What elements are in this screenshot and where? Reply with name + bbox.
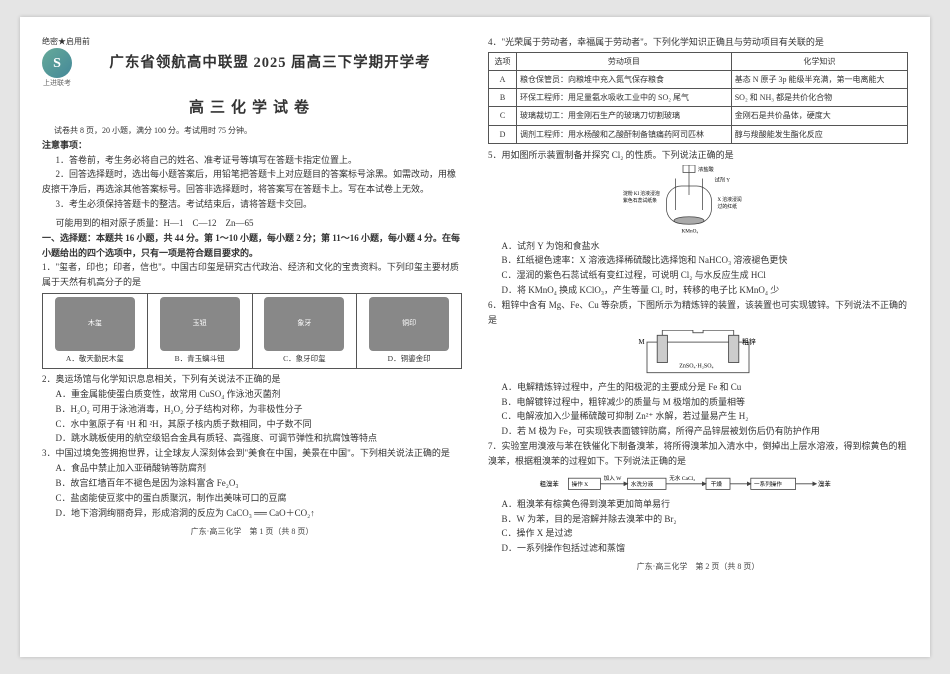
q3-opt-c: C．盐卤能使豆浆中的蛋白质聚沉，制作出美味可口的豆腐 [42,491,462,506]
svg-text:溴苯: 溴苯 [818,479,831,488]
logo-icon: S [42,48,72,78]
q2-stem: 2．奥运场馆与化学知识息息相关，下列有关说法不正确的是 [42,372,462,387]
notice-header: 注意事项： [42,138,462,153]
q1-stem: 1．"玺者，印也；印者，信也"。中国古印玺是研究古代政治、经济和文化的宝贵资料。… [42,260,462,290]
page-2-footer: 广东·高三化学 第 2 页（共 8 页） [488,560,908,573]
svg-text:浓盐酸: 浓盐酸 [698,165,715,173]
q1-figure-row: 木玺 A．敬天勤民木玺 玉钮 B．青玉螭斗钮 象牙 C．象牙印玺 铜印 D．铜鎏… [42,293,462,369]
svg-text:粗溴苯: 粗溴苯 [540,479,560,488]
seal-caption: D．铜鎏金印 [388,353,431,365]
secret-label: 绝密★启用前 [42,35,462,48]
q3-opt-b: B．故宫红墙百年不褪色是因为涂料富含 Fe₂O₃ [42,476,462,491]
q5-stem: 5．用如图所示装置制备并探究 Cl₂ 的性质。下列说法正确的是 [488,148,908,163]
q4-th: 选项 [489,52,517,70]
notice-3: 3．考生必须保持答题卡的整洁。考试结束后，请将答题卡交回。 [42,197,462,212]
q7-opt-d: D．一系列操作包括过滤和蒸馏 [488,541,908,556]
table-row: C玻璃裁切工：用金刚石生产的玻璃刀切割玻璃金刚石是共价晶体，硬度大 [489,107,908,125]
notice-1: 1．答卷前，考生务必将自己的姓名、准考证号等填写在答题卡指定位置上。 [42,153,462,168]
q7-figure: 粗溴苯 操作 X 加入 W 水洗分液 无水 CaCl₂ 干燥 一系列操作 溴苯 [488,470,908,496]
q6-opt-a: A．电解精炼锌过程中，产生的阳极泥的主要成分是 Fe 和 Cu [488,380,908,395]
seal-caption: A．敬天勤民木玺 [66,353,124,365]
q2-opt-b: B．H₂O₂ 可用于泳池消毒，H₂O₂ 分子结构对称，为非极性分子 [42,402,462,417]
svg-text:一系列操作: 一系列操作 [754,480,782,488]
q7-opt-a: A．粗溴苯有棕黄色得到溴苯更加简单易行 [488,497,908,512]
logo-subtext: 上进联考 [42,78,72,90]
page-2: 4．"光荣属于劳动者，幸福属于劳动者"。下列化学知识正确且与劳动项目有关联的是 … [488,35,908,639]
q5-opt-b: B．红纸褪色速率：X 溶液选择稀硫酸比选择饱和 NaHCO₃ 溶液褪色更快 [488,253,908,268]
seal-caption: B．青玉螭斗钮 [175,353,225,365]
svg-text:紫色石蕊试纸条: 紫色石蕊试纸条 [623,196,657,203]
q2-opt-c: C．水中氢原子有 ¹H 和 ²H，其原子核内质子数相同，中子数不同 [42,417,462,432]
svg-text:X 溶液浸润: X 溶液浸润 [718,196,742,203]
svg-text:M: M [639,338,645,345]
q4-th: 劳动项目 [517,52,732,70]
q3-opt-a: A．食品中禁止加入亚硝酸钠等防腐剂 [42,461,462,476]
q4-th: 化学知识 [731,52,907,70]
q6-figure: M 粗锌 ZnSO₄·H₂SO₄ [488,330,908,378]
exam-info: 试卷共 8 页，20 小题，满分 100 分。考试用时 75 分钟。 [42,124,462,137]
header: S 上进联考 广东省领航高中联盟 2025 届高三下学期开学考 [42,48,462,90]
svg-text:淀粉 KI 溶液浸泡: 淀粉 KI 溶液浸泡 [623,190,660,197]
table-row: 选项 劳动项目 化学知识 [489,52,908,70]
q3-stem: 3．中国过境免签拥抱世界，让全球友人深刻体会到"美食在中国，美景在中国"。下列相… [42,446,462,461]
table-row: A粮仓保管员：向粮堆中充入氮气保存粮食基态 N 原子 3p 能级半充满，第一电离… [489,71,908,89]
exam-sheet: 绝密★启用前 S 上进联考 广东省领航高中联盟 2025 届高三下学期开学考 高… [20,17,930,657]
table-row: B环保工程师：用足量氨水吸收工业中的 SO₂ 尾气SO₂ 和 NH₃ 都是共价化… [489,89,908,107]
page-1: 绝密★启用前 S 上进联考 广东省领航高中联盟 2025 届高三下学期开学考 高… [42,35,462,639]
q5-opt-c: C．湿润的紫色石蕊试纸有变红过程，可说明 Cl₂ 与水反应生成 HCl [488,268,908,283]
svg-text:加入 W: 加入 W [604,474,623,482]
q7-opt-c: C．操作 X 是过滤 [488,526,908,541]
q6-opt-d: D．若 M 极为 Fe，可实现铁表面镀锌防腐，所得产品锌层被划伤后仍有防护作用 [488,424,908,439]
title-main: 广东省领航高中联盟 2025 届高三下学期开学考 [78,52,462,76]
table-row: D调剂工程师：用水杨酸和乙酸酐制备镇痛药阿司匹林醇与羧酸能发生酯化反应 [489,125,908,143]
svg-text:ZnSO₄·H₂SO₄: ZnSO₄·H₂SO₄ [679,363,713,369]
q6-stem: 6．粗锌中含有 Mg、Fe、Cu 等杂质，下图所示为精炼锌的装置，该装置也可实现… [488,298,908,328]
svg-text:操作 X: 操作 X [572,480,589,488]
seal-cell: 玉钮 B．青玉螭斗钮 [148,294,253,368]
seal-image: 象牙 [264,297,344,351]
q4-stem: 4．"光荣属于劳动者，幸福属于劳动者"。下列化学知识正确且与劳动项目有关联的是 [488,35,908,50]
q6-opt-c: C．电解液加入少量稀硫酸可抑制 Zn²⁺ 水解，若过量易产生 H₂ [488,409,908,424]
seal-caption: C．象牙印玺 [283,353,326,365]
q7-stem: 7．实验室用溴液与苯在铁催化下制备溴苯，将所得溴苯加入清水中，倒掉出上层水溶液，… [488,439,908,469]
title-sub: 高三化学试卷 [42,96,462,121]
q2-opt-d: D．跳水跳板使用的航空级铝合金具有质轻、高强度、可调节弹性和抗腐蚀等特点 [42,431,462,446]
svg-text:KMnO₄: KMnO₄ [682,228,699,234]
q5-opt-d: D．将 KMnO₄ 换成 KClO₃，产生等量 Cl₂ 时，转移的电子比 KMn… [488,283,908,298]
q7-opt-b: B．W 为苯，目的是溶解并除去溴苯中的 Br₂ [488,512,908,527]
q3-opt-d: D．地下溶洞绚丽奇异，形成溶洞的反应为 CaCO₃ ══ CaO＋CO₂↑ [42,506,462,521]
q5-opt-a: A．试剂 Y 为饱和食盐水 [488,239,908,254]
seal-cell: 象牙 C．象牙印玺 [253,294,358,368]
q2-opt-a: A．重金属能使蛋白质变性，故常用 CuSO₄ 作泳池灭菌剂 [42,387,462,402]
seal-image: 玉钮 [160,297,240,351]
logo-wrap: S 上进联考 [42,48,72,90]
notice-2: 2．回答选择题时，选出每小题答案后，用铅笔把答题卡上对应题目的答案标号涂黑。如需… [42,167,462,197]
q5-figure: 浓盐酸 试剂 Y 淀粉 KI 溶液浸泡 紫色石蕊试纸条 X 溶液浸润 过的红纸 … [488,165,908,237]
q6-opt-b: B．电解镀锌过程中，粗锌减少的质量与 M 极增加的质量相等 [488,395,908,410]
svg-text:试剂 Y: 试剂 Y [715,175,731,183]
seal-image: 铜印 [369,297,449,351]
svg-text:干燥: 干燥 [711,480,723,488]
atomic-mass: 可能用到的相对原子质量：H—1 C—12 Zn—65 [42,216,462,231]
section-a-header: 一、选择题：本题共 16 小题，共 44 分。第 1～10 小题，每小题 2 分… [42,231,462,261]
seal-cell: 木玺 A．敬天勤民木玺 [43,294,148,368]
svg-text:无水 CaCl₂: 无水 CaCl₂ [669,474,695,482]
seal-image: 木玺 [55,297,135,351]
svg-text:水洗分液: 水洗分液 [631,480,654,488]
q4-table: 选项 劳动项目 化学知识 A粮仓保管员：向粮堆中充入氮气保存粮食基态 N 原子 … [488,52,908,144]
svg-text:过的红纸: 过的红纸 [718,202,738,209]
page-1-footer: 广东·高三化学 第 1 页（共 8 页） [42,525,462,538]
svg-text:粗锌: 粗锌 [742,336,756,345]
seal-cell: 铜印 D．铜鎏金印 [357,294,461,368]
